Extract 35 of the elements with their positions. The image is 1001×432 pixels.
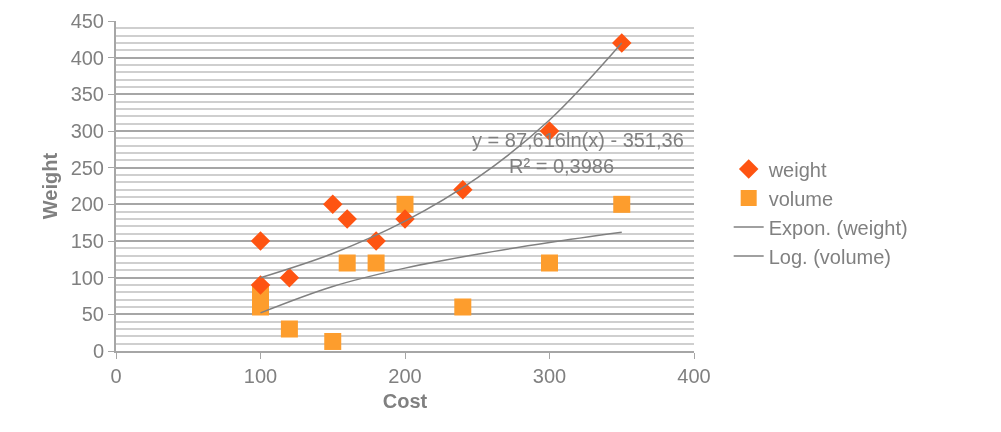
- x-tick-label: 0: [110, 365, 122, 387]
- point: [324, 332, 342, 350]
- point: [252, 298, 269, 316]
- x-tick-label: 200: [388, 365, 422, 387]
- y-tick-label: 50: [81, 303, 104, 326]
- y-tick-label: 400: [70, 46, 104, 69]
- point: [250, 275, 271, 295]
- point: [367, 254, 385, 272]
- x-tick-label: 100: [243, 365, 278, 387]
- legend-label: Expon. (weight): [768, 216, 908, 239]
- point: [541, 254, 558, 272]
- point: [279, 267, 300, 288]
- x-axis-title: Cost: [382, 390, 428, 412]
- legend-label: weight: [767, 158, 827, 181]
- x-tick-label: 400: [677, 365, 711, 387]
- y-tick-label: 150: [70, 230, 104, 252]
- point: [250, 231, 271, 251]
- y-tick-label: 0: [92, 340, 104, 362]
- y-tick-label: 250: [70, 156, 104, 179]
- y-tick-label: 300: [70, 120, 104, 142]
- legend-label: Log. (volume): [768, 245, 891, 268]
- point: [280, 320, 298, 338]
- y-tick-label: 100: [70, 266, 104, 289]
- x-tick-label: 300: [532, 365, 567, 387]
- point: [337, 209, 357, 229]
- point: [323, 194, 343, 215]
- y-axis-title: Weight: [38, 152, 61, 220]
- y-tick-label: 350: [70, 83, 104, 106]
- y-tick-label: 450: [70, 10, 104, 32]
- point: [396, 195, 414, 213]
- y-tick-label: 200: [70, 193, 104, 216]
- point: [338, 254, 356, 272]
- point: [454, 298, 472, 316]
- point: [613, 195, 631, 213]
- legend-label: volume: [768, 187, 834, 210]
